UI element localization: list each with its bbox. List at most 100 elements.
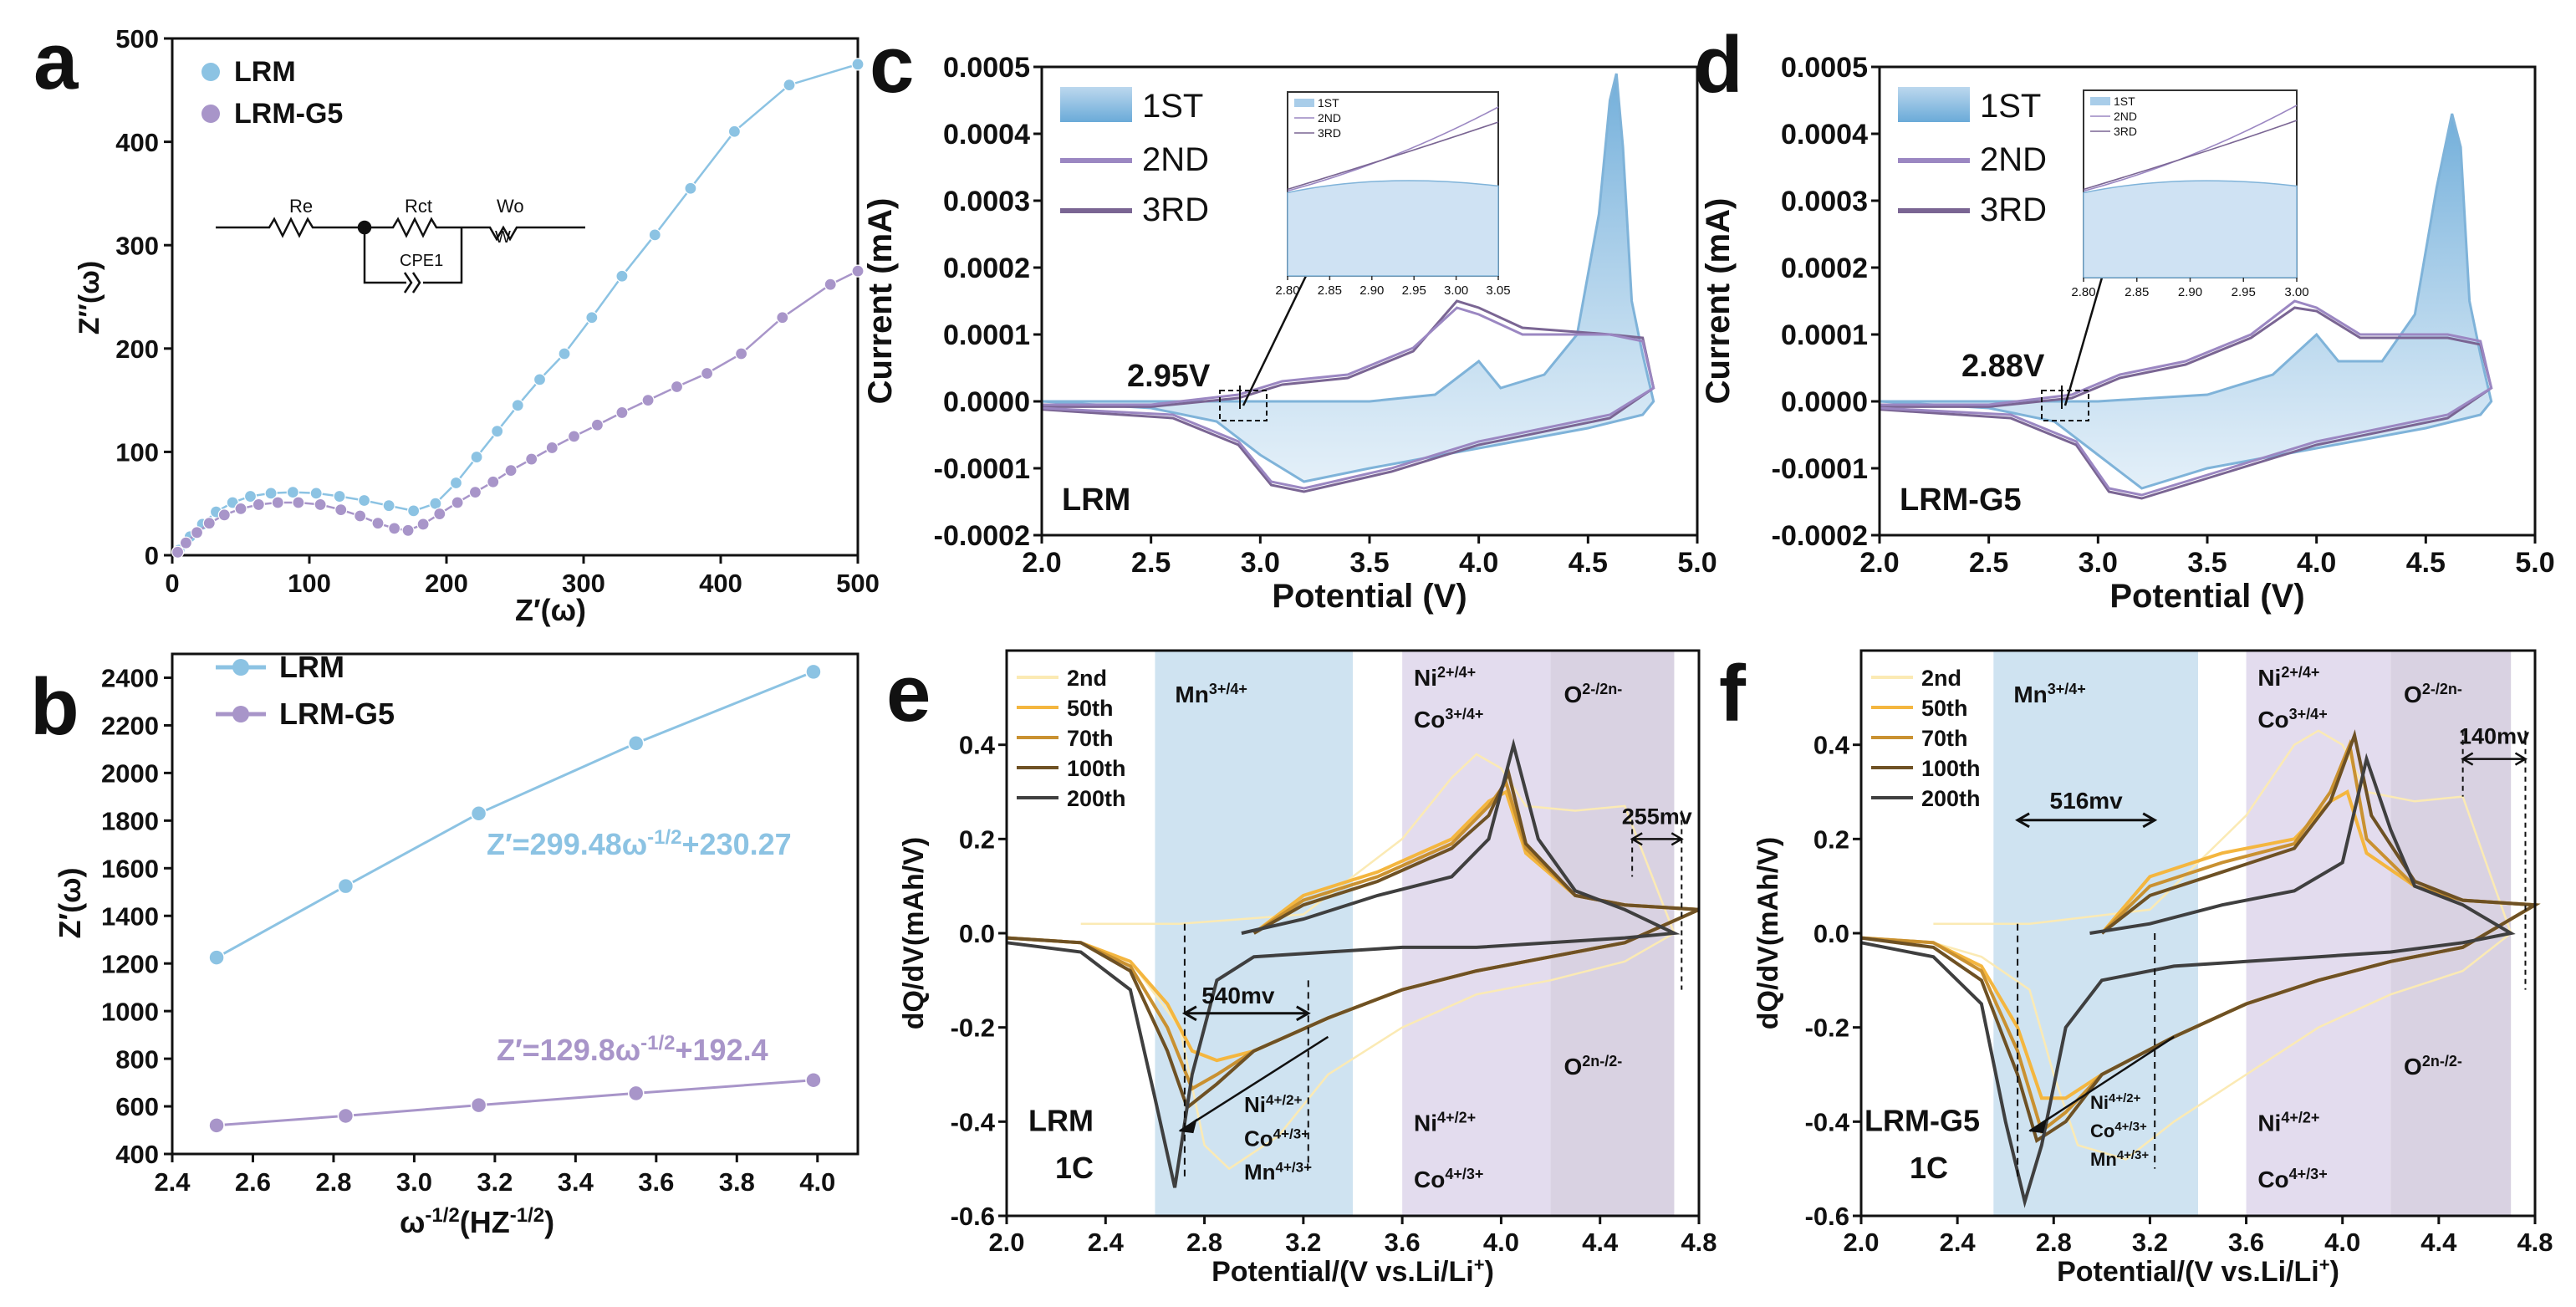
nyquist-point (670, 380, 684, 394)
legend-label-3rd: 3RD (1142, 191, 1209, 228)
nyquist-point (487, 475, 500, 488)
y-tick-label: 2000 (101, 759, 159, 789)
x-axis-label-part: ) (1485, 1256, 1494, 1288)
inset-curve-3rd (2083, 120, 2298, 191)
region-label-ni-discharge-part: Ni (2090, 1092, 2109, 1113)
region-label-ni_top-part: Ni (1414, 665, 1437, 691)
x-axis-label: Z′(ω) (515, 593, 586, 627)
y-axis-label: dQ/dV(mAh/V) (1752, 837, 1784, 1029)
x-tick-label: 2.8 (1186, 1228, 1222, 1257)
data-point (805, 1071, 822, 1089)
redox-region-band (1550, 651, 1675, 1216)
fit-equation-lrm-part: +230.27 (682, 827, 792, 861)
nyquist-point (585, 311, 599, 324)
region-label-co-discharge-part: 4+/3+ (2114, 1120, 2147, 1134)
y-tick-label: -0.0002 (934, 520, 1030, 552)
legend-label-1st: 1ST (1980, 88, 2041, 125)
gap-arrow (2015, 812, 2158, 829)
data-point (337, 877, 355, 895)
inset-tick-label: 2.80 (1275, 283, 1299, 298)
y-tick-label: -0.0001 (934, 453, 1030, 485)
inset-curve-3rd (1287, 121, 1499, 191)
sample-label: LRM (1028, 1104, 1094, 1138)
x-axis-label-part: ω (400, 1205, 425, 1239)
gap-arrow (1181, 1005, 1311, 1022)
rate-label: 1C (1910, 1151, 1948, 1185)
region-label-o_bottom: O2n-/2- (2404, 1053, 2462, 1080)
dqdv-curve-2nd (1080, 753, 1676, 1171)
y-axis-label-part: (ω) (74, 261, 105, 304)
fit-equation-g5-part: Z′=129.8ω (497, 1033, 640, 1067)
region-label-co_top-part: Co (1414, 707, 1445, 733)
region-label-mn_top: Mn3+/4+ (1175, 681, 1247, 707)
region-label-co_top-part: Co (2257, 707, 2288, 733)
y-tick-label: 2200 (101, 712, 159, 741)
region-label-co_top: Co3+/4+ (1414, 706, 1483, 733)
nyquist-point (333, 489, 346, 503)
y-tick-label: -0.4 (1805, 1107, 1850, 1136)
x-tick-label: 2.0 (1859, 547, 1899, 579)
fit-equation-lrm: Z′=299.48ω-1/2+230.27 (487, 826, 792, 862)
region-label-co_bottom: Co4+/3+ (2257, 1166, 2327, 1192)
nyquist-point (615, 269, 629, 283)
y-tick-label: 0.0003 (943, 186, 1030, 217)
x-tick-label: 2.0 (1843, 1228, 1879, 1257)
y-tick-label: 0.0001 (943, 319, 1030, 351)
y-tick-label: 0.0004 (943, 119, 1030, 151)
inset-tick-label: 3.05 (1486, 283, 1510, 298)
inset-tick-label: 2.85 (1318, 283, 1342, 298)
x-axis-label: Potential/(V vs.Li/Li+) (2057, 1254, 2339, 1289)
x-tick-label: 2.4 (1940, 1228, 1977, 1257)
x-tick-label: 5.0 (1677, 547, 1716, 579)
legend-marker-g5 (201, 105, 220, 123)
panel-letter: e (886, 649, 931, 738)
nyquist-point (511, 399, 524, 412)
zoom-leader-line (1242, 275, 1308, 406)
cycling-trend-arrowhead (1178, 1118, 1197, 1134)
circuit-label-w: W (495, 228, 511, 247)
sample-label: LRM-G5 (1900, 482, 2022, 518)
nyquist-point (641, 394, 655, 407)
region-label-o_top-part: O (2404, 682, 2422, 707)
region-label-o_bottom-part: O (1563, 1054, 1582, 1080)
inset-tick-label: 2.90 (1359, 283, 1384, 298)
legend-label-lrm: LRM (234, 56, 296, 88)
region-label-co_top: Co3+/4+ (2257, 706, 2327, 733)
dqdv-curve-100th (1006, 768, 1700, 1110)
x-axis-label-part: ) (2330, 1256, 2339, 1288)
x-tick-label: 2.5 (1131, 547, 1171, 579)
inset-legend-3rd: 3RD (1318, 126, 1341, 140)
legend-label-100th: 100th (1067, 756, 1126, 781)
region-label-o_top-part: 2-/2n- (1582, 681, 1622, 697)
nyquist-point (684, 181, 697, 195)
region-label-co-discharge: Co4+/3+ (1244, 1126, 1309, 1151)
data-point (470, 805, 487, 822)
x-tick-label: 2.8 (2036, 1228, 2072, 1257)
nyquist-point (433, 507, 446, 521)
circuit-label-wo: Wo (497, 196, 524, 217)
region-label-co_top-part: 3+/4+ (1445, 706, 1483, 722)
x-tick-label: 3.0 (1241, 547, 1280, 579)
region-label-ni_bottom-part: Ni (2257, 1110, 2281, 1136)
onset-label: 2.95V (1127, 359, 1211, 394)
fit-line-g5 (216, 1079, 814, 1127)
region-label-mn-discharge-part: Mn (2090, 1149, 2117, 1170)
x-tick-label: 300 (562, 569, 605, 598)
x-axis-label-part: (HZ (460, 1205, 510, 1239)
inset-curve-2nd (2083, 105, 2298, 192)
x-tick-label: 4.4 (1582, 1228, 1619, 1257)
x-axis-label-part: + (1474, 1254, 1485, 1275)
nyquist-point (252, 498, 265, 512)
fit-equation-g5-part: -1/2 (640, 1032, 675, 1054)
x-tick-label: 3.2 (477, 1167, 513, 1197)
region-label-ni_bottom-part: Ni (1414, 1110, 1437, 1136)
nyquist-point (470, 450, 483, 464)
region-label-co-discharge: Co4+/3+ (2090, 1120, 2147, 1142)
x-tick-label: 400 (699, 569, 742, 598)
nyquist-point (567, 430, 581, 443)
region-label-co_top-part: 3+/4+ (2289, 706, 2328, 722)
x-tick-label: 4.4 (2420, 1228, 2457, 1257)
region-label-ni-discharge-part: 4+/2+ (1266, 1092, 1303, 1108)
y-tick-label: 400 (115, 128, 159, 157)
